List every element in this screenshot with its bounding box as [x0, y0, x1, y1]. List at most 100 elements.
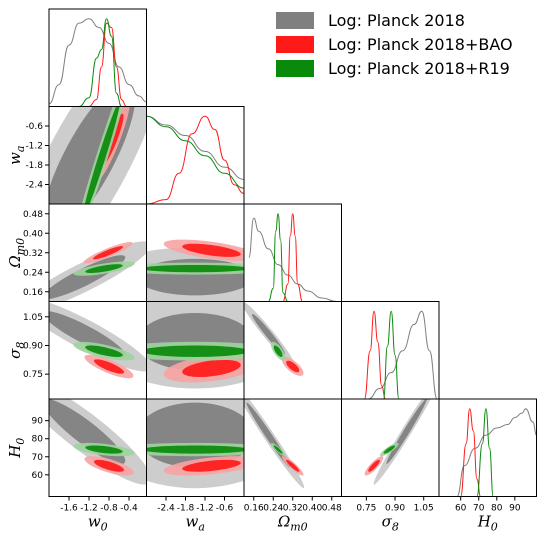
x-tick-label-H0: 80 [491, 504, 503, 514]
x-tick-label-w0: -1.2 [80, 504, 98, 514]
contour-68-Om-vs-w0-series-2 [85, 264, 123, 273]
legend-swatch-1 [276, 36, 314, 53]
y-tick-label-s8: 0.75 [23, 370, 43, 380]
marginal-curve-Om-series-0 [248, 217, 337, 302]
x-tick-label-s8: 0.90 [385, 504, 405, 514]
contour-68-H0-vs-w0-series-2 [85, 445, 123, 454]
x-tick-label-s8: 1.05 [414, 504, 434, 514]
y-tick-label-H0: 70 [32, 453, 44, 463]
x-tick-label-wa: -2.4 [157, 504, 175, 514]
contour-68-H0-vs-w0-series-1 [94, 459, 124, 472]
y-tick-label-s8: 1.05 [23, 313, 43, 323]
panel-H0-vs-s8 [364, 399, 431, 485]
x-tick-label-wa: -1.8 [177, 504, 195, 514]
marginal-curve-s8-series-0 [368, 310, 438, 399]
y-tick-label-Om: 0.48 [23, 210, 43, 220]
contour-68-s8-vs-wa-series-1 [182, 359, 241, 378]
x-axis-label-s8: σ8 [382, 513, 399, 534]
y-tick-label-Om: 0.40 [23, 229, 43, 239]
y-tick-label-wa: -1.8 [25, 161, 43, 171]
y-tick-label-wa: -2.4 [25, 181, 43, 191]
panel-Om-vs-w0 [49, 241, 147, 302]
x-axis-label-sub-wa: a [198, 521, 205, 534]
x-tick-label-H0: 70 [473, 504, 485, 514]
panel-frame-layer [48, 8, 537, 497]
x-tick-label-w0: -1.6 [60, 504, 78, 514]
marginal-curve-s8-series-2 [383, 310, 400, 399]
contour-68-Om-vs-w0-series-1 [93, 246, 123, 260]
contour-68-s8-vs-Om-series-2 [273, 345, 283, 357]
panel-H0-vs-w0 [49, 399, 147, 485]
x-tick-label-Om: 0.16 [244, 504, 264, 514]
contour-68-H0-vs-Om-series-2 [273, 445, 283, 454]
marginal-panel-Om [248, 213, 337, 302]
contour-68-Om-vs-wa-series-2 [146, 264, 244, 273]
legend-swatch-0 [276, 12, 314, 29]
contour-68-H0-vs-wa-series-1 [182, 459, 241, 472]
x-axis-label-Om: Ωm0 [277, 513, 308, 534]
x-axis-label-wa: wa [186, 513, 205, 534]
marginal-curve-H0-series-0 [456, 408, 537, 497]
marginal-curve-H0-series-1 [460, 408, 482, 497]
panel-H0-vs-wa [146, 399, 244, 489]
x-tick-label-H0: 90 [509, 504, 521, 514]
panel-frame-Om-vs-Om [243, 203, 342, 302]
y-tick-label-H0: 80 [32, 435, 44, 445]
marginal-curve-wa-series-2 [146, 115, 244, 189]
panel-s8-vs-w0 [49, 302, 147, 379]
x-tick-label-w0: -0.8 [100, 504, 118, 514]
x-axis-label-sub-s8: 8 [392, 521, 399, 534]
x-axis-label-sub-w0: 0 [101, 521, 108, 534]
legend: Log: Planck 2018 Log: Planck 2018+BAO Log:… [276, 11, 513, 78]
x-axis-label-sub-Om: m0 [290, 521, 307, 534]
contour-68-Om-vs-wa-series-1 [182, 243, 241, 257]
contour-68-H0-vs-s8-series-2 [383, 445, 396, 454]
panel-frame-H0-vs-H0 [438, 398, 537, 497]
contour-68-s8-vs-wa-series-2 [146, 345, 244, 357]
y-axis-label-sub-wa: a [14, 146, 27, 153]
panel-s8-vs-wa [146, 301, 244, 389]
marginal-curve-wa-series-1 [146, 115, 244, 204]
marginal-curve-layer [49, 18, 537, 497]
marginal-curve-Om-series-2 [268, 213, 289, 302]
marginal-panel-w0 [49, 18, 147, 107]
legend-label-1: Log: Planck 2018+BAO [328, 35, 513, 54]
marginal-panel-H0 [456, 408, 537, 497]
y-tick-label-s8: 0.90 [23, 341, 43, 351]
contour-68-s8-vs-w0-series-1 [94, 359, 124, 374]
x-axis-label-w0: w0 [88, 513, 108, 534]
y-axis-label-Om: Ωm0 [6, 238, 27, 269]
panel-H0-vs-Om [244, 399, 305, 489]
legend-label-2: Log: Planck 2018+R19 [328, 59, 510, 78]
y-axis-label-s8: σ8 [6, 342, 27, 359]
x-tick-label-wa: -0.6 [216, 504, 234, 514]
marginal-curve-s8-series-1 [363, 310, 386, 399]
contour-68-wa-vs-w0-series-2 [84, 106, 120, 204]
contour-layer [49, 106, 431, 489]
contour-68-s8-vs-Om-series-1 [286, 360, 300, 373]
x-tick-label-s8: 0.75 [356, 504, 376, 514]
y-tick-label-Om: 0.16 [23, 288, 43, 298]
marginal-panel-s8 [363, 310, 438, 399]
y-axis-label-sub-H0: 0 [14, 438, 27, 445]
y-axis-label-sub-Om: m0 [14, 238, 27, 255]
marginal-curve-w0-series-2 [78, 18, 122, 107]
panel-s8-vs-Om [244, 301, 304, 376]
x-tick-label-Om: 0.24 [263, 504, 283, 514]
x-tick-label-Om: 0.48 [322, 504, 342, 514]
x-tick-label-Om: 0.40 [302, 504, 322, 514]
legend-label-0: Log: Planck 2018 [328, 11, 465, 30]
x-tick-label-H0: 60 [455, 504, 467, 514]
marginal-panel-wa [146, 115, 244, 204]
marginal-curve-wa-series-0 [146, 115, 244, 180]
y-tick-label-Om: 0.24 [23, 268, 43, 278]
marginal-curve-H0-series-2 [476, 408, 494, 497]
tick-layer: -1.6 -1.2 -0.8 -0.4 -2.4 -1.8 -1.2 -0.6 0.16 0.24… [23, 122, 521, 514]
contour-68-H0-vs-wa-series-2 [146, 445, 244, 454]
panel-frame-wa-vs-wa [146, 106, 245, 205]
panel-Om-vs-wa [146, 239, 244, 302]
contour-68-H0-vs-s8-series-1 [368, 459, 380, 472]
y-axis-label-wa: wa [6, 146, 27, 165]
contour-68-H0-vs-s8-series-0 [386, 399, 427, 464]
